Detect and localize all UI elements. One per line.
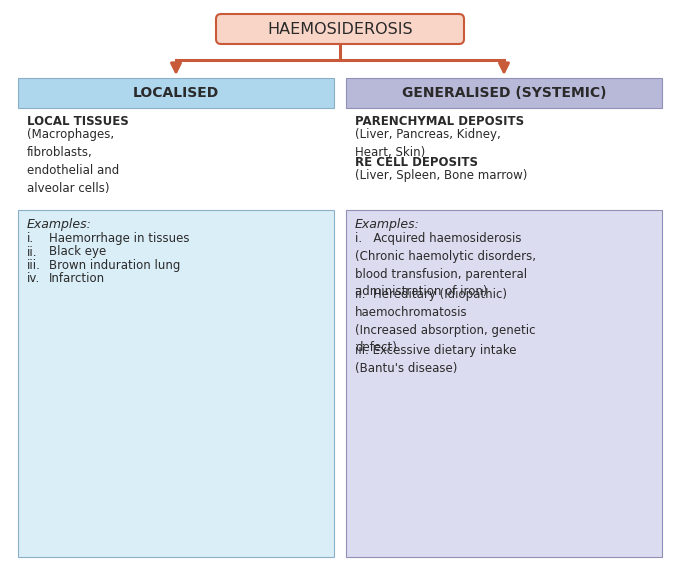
Text: (Liver, Pancreas, Kidney,
Heart, Skin): (Liver, Pancreas, Kidney, Heart, Skin) bbox=[355, 128, 500, 159]
Text: Infarction: Infarction bbox=[49, 272, 105, 285]
Text: LOCAL TISSUES: LOCAL TISSUES bbox=[27, 115, 129, 128]
Text: GENERALISED (SYSTEMIC): GENERALISED (SYSTEMIC) bbox=[402, 86, 607, 100]
Bar bbox=[18, 210, 334, 557]
Text: LOCALISED: LOCALISED bbox=[133, 86, 219, 100]
Bar bbox=[18, 78, 334, 108]
Text: ii.: ii. bbox=[27, 246, 37, 259]
Text: iii. Excessive dietary intake
(Bantu's disease): iii. Excessive dietary intake (Bantu's d… bbox=[355, 344, 517, 375]
Text: (Liver, Spleen, Bone marrow): (Liver, Spleen, Bone marrow) bbox=[355, 169, 528, 182]
Bar bbox=[346, 210, 662, 557]
Text: Haemorrhage in tissues: Haemorrhage in tissues bbox=[49, 232, 190, 245]
Text: iii.: iii. bbox=[27, 259, 41, 272]
Text: PARENCHYMAL DEPOSITS: PARENCHYMAL DEPOSITS bbox=[355, 115, 524, 128]
Text: HAEMOSIDEROSIS: HAEMOSIDEROSIS bbox=[267, 21, 413, 37]
Text: Examples:: Examples: bbox=[27, 218, 92, 231]
Text: Black eye: Black eye bbox=[49, 246, 106, 259]
Bar bbox=[346, 78, 662, 108]
Text: i.   Acquired haemosiderosis
(Chronic haemolytic disorders,
blood transfusion, p: i. Acquired haemosiderosis (Chronic haem… bbox=[355, 232, 536, 298]
Text: ii.  Hereditary (Idiopathic)
haemochromatosis
(Increased absorption, genetic
def: ii. Hereditary (Idiopathic) haemochromat… bbox=[355, 288, 536, 354]
FancyBboxPatch shape bbox=[216, 14, 464, 44]
Text: Brown induration lung: Brown induration lung bbox=[49, 259, 180, 272]
Text: Examples:: Examples: bbox=[355, 218, 420, 231]
Text: iv.: iv. bbox=[27, 272, 40, 285]
Text: RE CELL DEPOSITS: RE CELL DEPOSITS bbox=[355, 156, 478, 169]
Text: (Macrophages,
fibroblasts,
endothelial and
alveolar cells): (Macrophages, fibroblasts, endothelial a… bbox=[27, 128, 119, 195]
Text: i.: i. bbox=[27, 232, 34, 245]
